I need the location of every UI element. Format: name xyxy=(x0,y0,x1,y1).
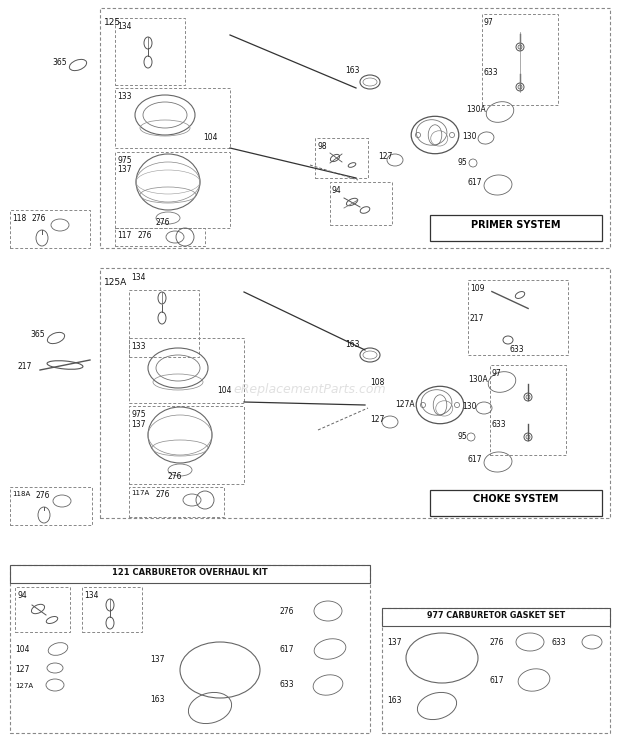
Text: 130: 130 xyxy=(462,132,477,141)
Text: 137: 137 xyxy=(150,655,164,664)
Text: 125A: 125A xyxy=(104,278,127,287)
Text: 276: 276 xyxy=(138,231,153,240)
Text: 617: 617 xyxy=(280,645,294,654)
Text: 276: 276 xyxy=(35,491,50,500)
Bar xyxy=(100,268,610,518)
Text: 127A: 127A xyxy=(395,400,415,409)
Text: 97: 97 xyxy=(484,18,494,27)
Text: 633: 633 xyxy=(484,68,498,77)
Text: 121 CARBURETOR OVERHAUL KIT: 121 CARBURETOR OVERHAUL KIT xyxy=(112,568,268,577)
Text: 134: 134 xyxy=(131,273,146,282)
Text: 130: 130 xyxy=(462,402,477,411)
Text: 130A: 130A xyxy=(466,105,485,114)
Text: 104: 104 xyxy=(203,133,218,142)
Text: 276: 276 xyxy=(168,472,182,481)
Text: 130A: 130A xyxy=(468,375,488,384)
Text: 127: 127 xyxy=(370,415,384,424)
Text: 127A: 127A xyxy=(15,683,33,689)
Bar xyxy=(115,88,230,148)
Text: 118: 118 xyxy=(12,214,26,223)
Text: 633: 633 xyxy=(510,345,525,354)
Bar xyxy=(115,18,185,85)
Text: 95: 95 xyxy=(458,432,467,441)
Text: eReplacementParts.com: eReplacementParts.com xyxy=(234,383,386,397)
Text: 104: 104 xyxy=(218,386,232,395)
Bar xyxy=(330,182,392,225)
Text: 276: 276 xyxy=(156,490,171,499)
Text: 977 CARBURETOR GASKET SET: 977 CARBURETOR GASKET SET xyxy=(427,611,565,620)
Text: 217: 217 xyxy=(18,362,32,371)
Bar xyxy=(15,587,70,632)
Text: 133: 133 xyxy=(117,92,131,101)
Text: 117A: 117A xyxy=(131,490,149,496)
Text: 94: 94 xyxy=(17,591,27,600)
Bar xyxy=(100,8,610,248)
Text: 617: 617 xyxy=(468,178,482,187)
Text: 97: 97 xyxy=(492,369,502,378)
Text: 127: 127 xyxy=(378,152,392,161)
Text: 163: 163 xyxy=(387,696,402,705)
Bar xyxy=(315,138,368,178)
Text: 109: 109 xyxy=(470,284,484,293)
Text: 163: 163 xyxy=(345,340,360,349)
Text: 94: 94 xyxy=(332,186,342,195)
Text: 276: 276 xyxy=(490,638,505,647)
Text: 137: 137 xyxy=(387,638,402,647)
Text: 276: 276 xyxy=(155,218,169,227)
Bar xyxy=(115,152,230,228)
Bar xyxy=(129,290,199,357)
Bar xyxy=(490,365,566,455)
Bar xyxy=(10,565,370,733)
Text: 117: 117 xyxy=(117,231,131,240)
Text: 134: 134 xyxy=(117,22,131,31)
Bar xyxy=(82,587,142,632)
Text: 975: 975 xyxy=(117,156,131,165)
Text: 134: 134 xyxy=(84,591,99,600)
Text: 133: 133 xyxy=(131,342,146,351)
Text: 633: 633 xyxy=(492,420,507,429)
Text: 163: 163 xyxy=(345,66,360,75)
Bar xyxy=(129,487,224,517)
Text: 137: 137 xyxy=(117,165,131,174)
Text: 365: 365 xyxy=(52,58,66,67)
Text: 125: 125 xyxy=(104,18,121,27)
Text: 276: 276 xyxy=(32,214,46,223)
Bar xyxy=(129,338,244,403)
Bar xyxy=(430,215,602,241)
Text: 118A: 118A xyxy=(12,491,30,497)
Text: 617: 617 xyxy=(490,676,505,685)
Bar xyxy=(10,565,370,583)
Bar xyxy=(382,608,610,626)
Text: 617: 617 xyxy=(468,455,482,464)
Bar xyxy=(382,608,610,733)
Bar xyxy=(10,210,90,248)
Text: 137: 137 xyxy=(131,420,146,429)
Text: PRIMER SYSTEM: PRIMER SYSTEM xyxy=(471,220,560,230)
Bar xyxy=(10,487,92,525)
Text: 127: 127 xyxy=(15,665,29,674)
Text: 98: 98 xyxy=(317,142,327,151)
Text: 104: 104 xyxy=(15,645,30,654)
Text: 365: 365 xyxy=(30,330,45,339)
Text: 217: 217 xyxy=(470,314,484,323)
Text: 633: 633 xyxy=(552,638,567,647)
Text: 633: 633 xyxy=(280,680,294,689)
Bar xyxy=(482,14,558,105)
Text: CHOKE SYSTEM: CHOKE SYSTEM xyxy=(473,494,559,504)
Bar xyxy=(468,280,568,355)
Text: 108: 108 xyxy=(370,378,384,387)
Bar xyxy=(129,406,244,484)
Text: 95: 95 xyxy=(458,158,467,167)
Text: 975: 975 xyxy=(131,410,146,419)
Text: 276: 276 xyxy=(280,607,294,616)
Text: 163: 163 xyxy=(150,695,164,704)
Bar xyxy=(115,228,205,246)
Bar xyxy=(430,490,602,516)
